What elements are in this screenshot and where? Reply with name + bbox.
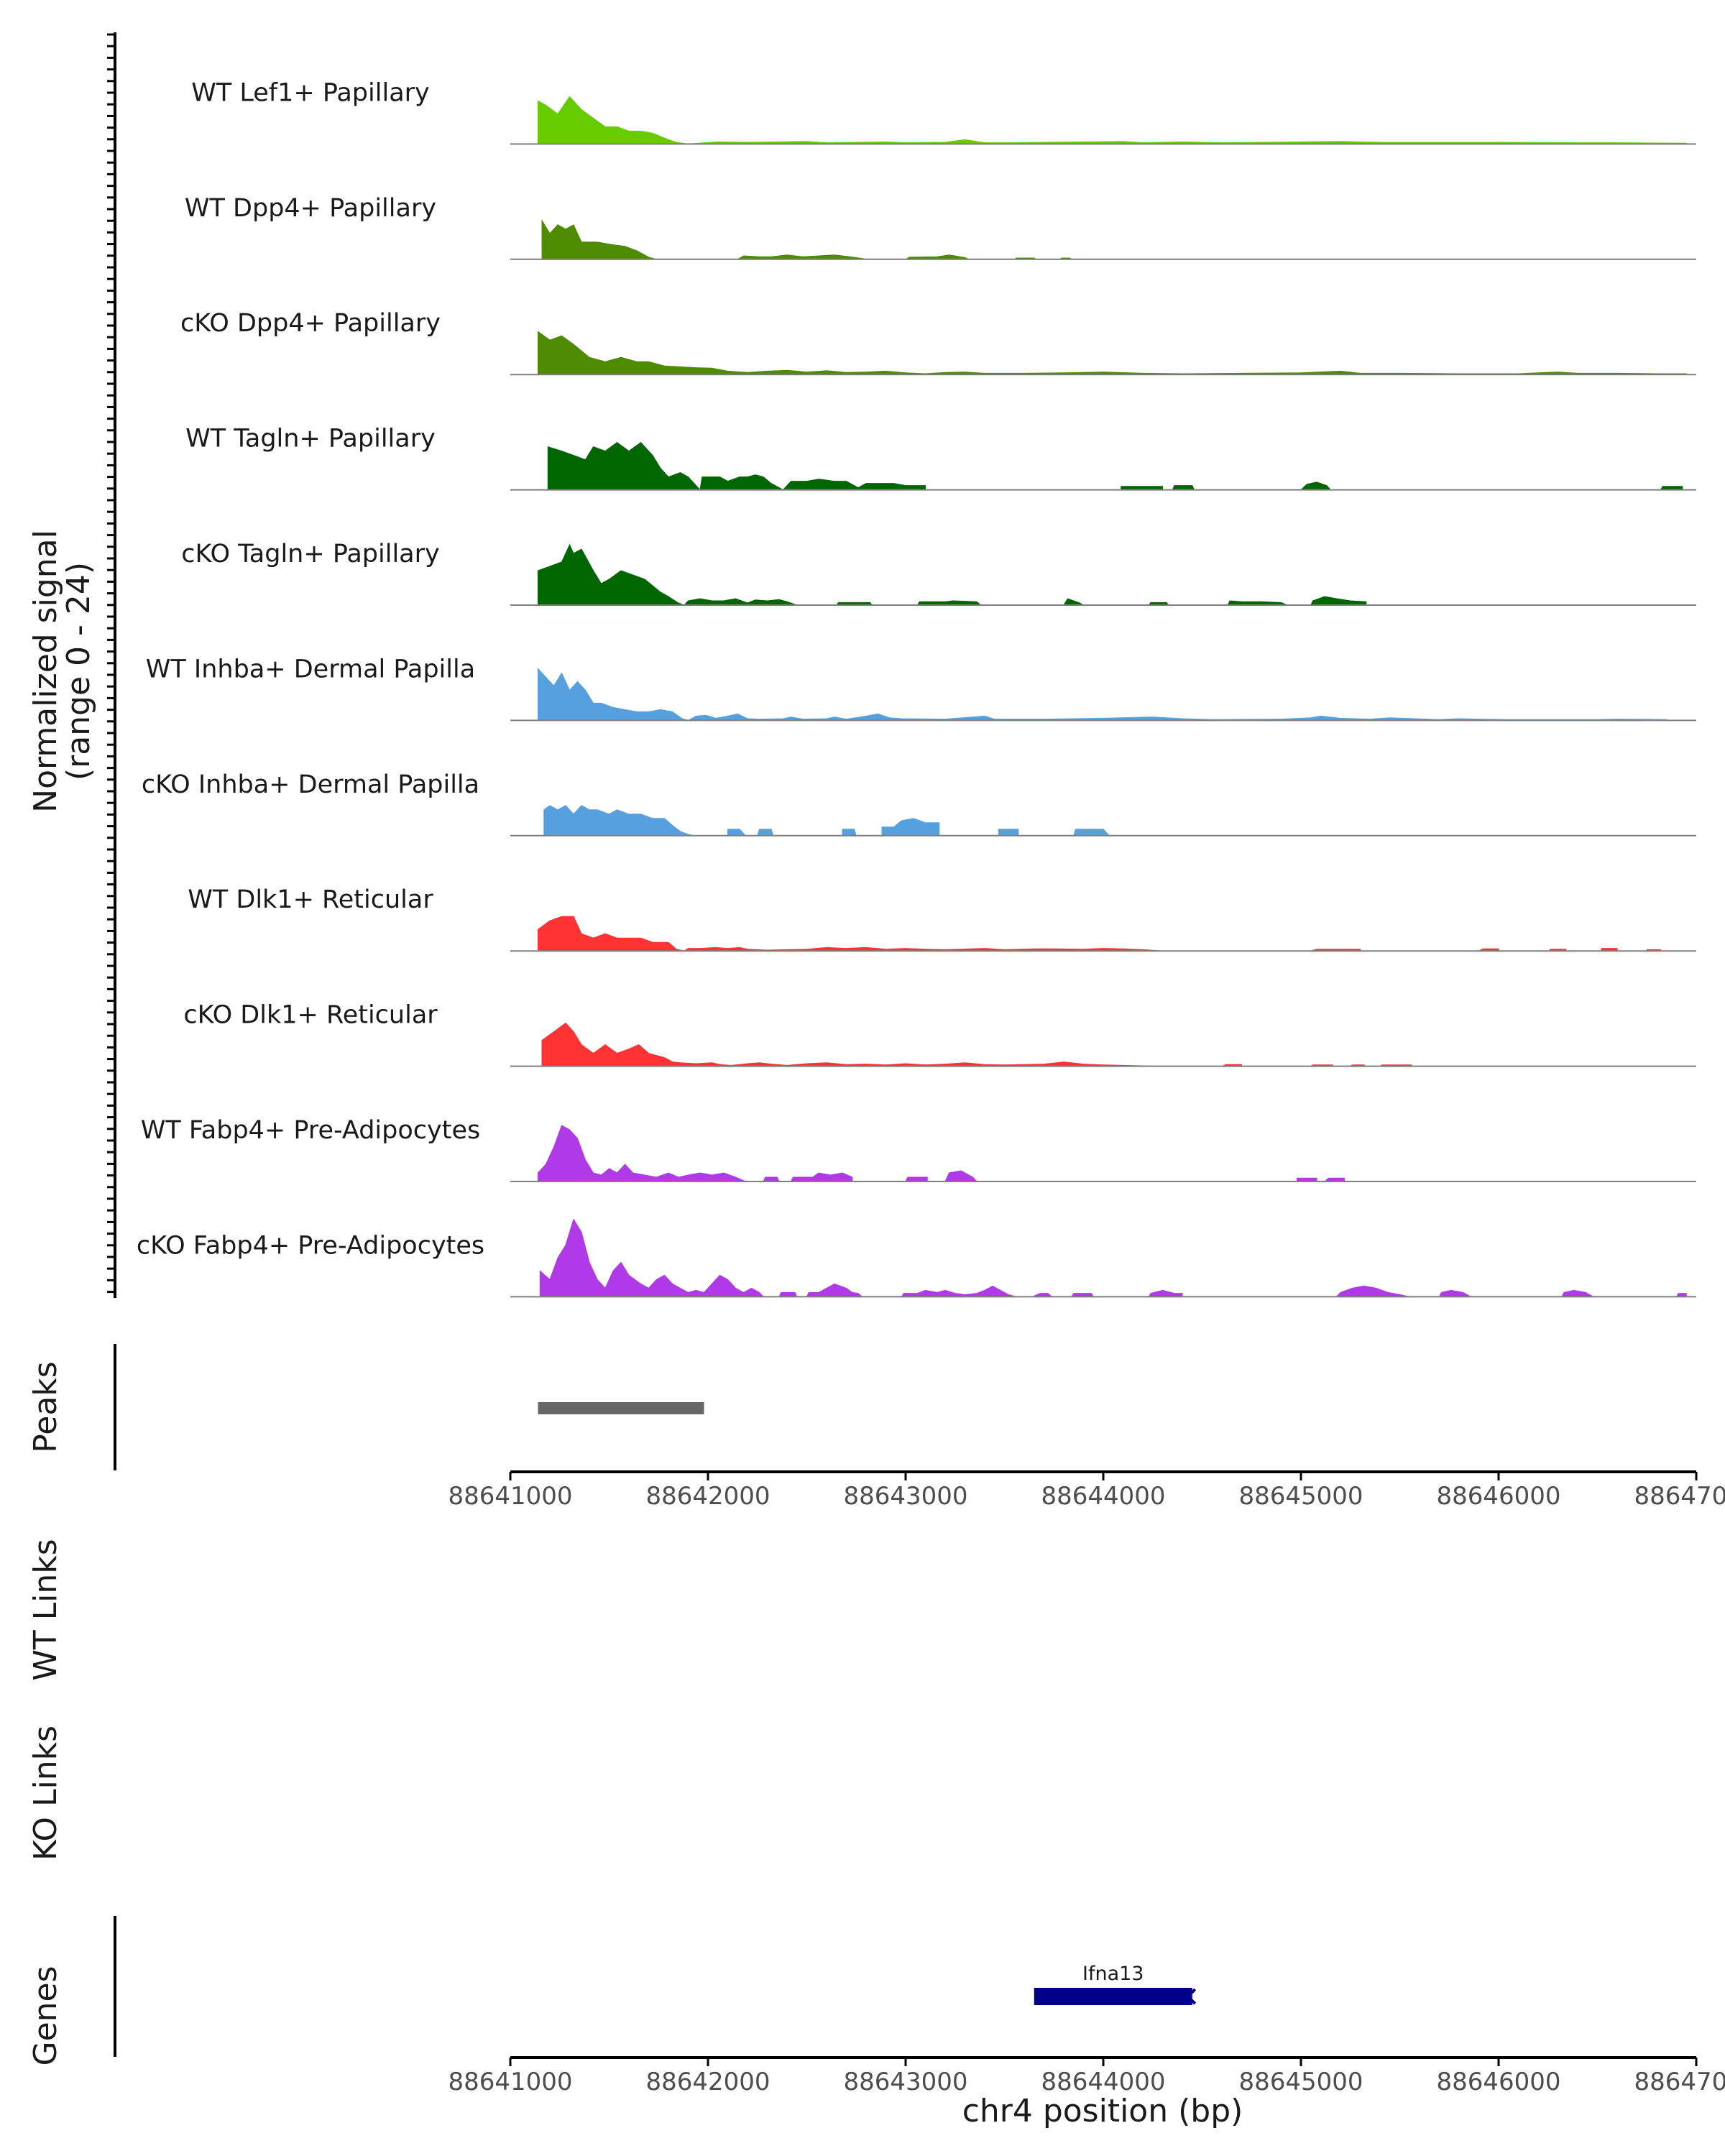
x-tick-label: 88643000 xyxy=(843,1482,967,1511)
genes-panel: Genes Ifna13 xyxy=(27,1916,1197,2066)
gene-body xyxy=(1034,1988,1192,2005)
peaks-label: Peaks xyxy=(27,1361,64,1452)
coverage-y-axis xyxy=(107,32,116,1298)
coverage-area xyxy=(539,1218,1687,1297)
track-label: WT Dpp4+ Papillary xyxy=(185,194,436,223)
track-wt-lef1-papillary: WT Lef1+ Papillary xyxy=(191,78,1696,145)
coverage-area xyxy=(547,441,1683,491)
track-wt-fabp4-pre-adipocytes: WT Fabp4+ Pre-Adipocytes xyxy=(141,1116,1696,1182)
x-tick-label: 88642000 xyxy=(645,2068,770,2096)
coverage-area xyxy=(538,668,1668,721)
x-axis-top: 88641000 88642000 88643000 88644000 88645000… xyxy=(448,1470,1725,1511)
track-label: WT Fabp4+ Pre-Adipocytes xyxy=(141,1116,480,1145)
coverage-area xyxy=(538,96,1687,144)
track-label: cKO Fabp4+ Pre-Adipocytes xyxy=(137,1231,484,1260)
track-label: WT Lef1+ Papillary xyxy=(191,78,430,107)
coverage-area xyxy=(541,1022,1412,1067)
track-label: cKO Tagln+ Papillary xyxy=(181,540,440,568)
track-wt-inhba-dermal-papilla: WT Inhba+ Dermal Papilla xyxy=(146,655,1696,722)
peak-region xyxy=(538,1402,704,1414)
track-cko-inhba-dermal-papilla: cKO Inhba+ Dermal Papilla xyxy=(142,770,1696,837)
coverage-tracks: WT Lef1+ Papillary WT Dpp4+ Papillary cKO … xyxy=(137,78,1696,1298)
x-tick-label: 88646000 xyxy=(1436,2068,1560,2096)
gene-name: Ifna13 xyxy=(1082,1963,1144,1985)
coverage-area xyxy=(538,1125,1345,1182)
x-tick-label: 88641000 xyxy=(448,2068,572,2096)
y-axis-title: Normalized signal (range 0 - 24) xyxy=(27,530,97,813)
x-tick-label: 88647000 xyxy=(1634,1482,1725,1511)
track-cko-dpp4-papillary: cKO Dpp4+ Papillary xyxy=(180,309,1696,376)
track-label: WT Dlk1+ Reticular xyxy=(188,885,433,914)
x-axis-title: chr4 position (bp) xyxy=(962,2093,1243,2129)
x-tick-label: 88644000 xyxy=(1041,1482,1165,1511)
coverage-area xyxy=(543,805,1110,837)
y-axis-range-label: (range 0 - 24) xyxy=(60,562,97,780)
coverage-area xyxy=(538,543,1367,606)
track-label: WT Inhba+ Dermal Papilla xyxy=(146,655,475,683)
track-label: cKO Inhba+ Dermal Papilla xyxy=(142,770,479,799)
track-label: cKO Dpp4+ Papillary xyxy=(180,309,441,338)
strand-arrow-icon xyxy=(1185,1988,1197,2005)
y-axis-label: Normalized signal xyxy=(27,530,64,813)
peaks-panel: Peaks xyxy=(27,1344,704,1470)
genes-label: Genes xyxy=(27,1966,64,2065)
x-tick-label: 88644000 xyxy=(1041,2068,1165,2096)
coverage-area xyxy=(541,219,1073,260)
track-wt-dlk1-reticular: WT Dlk1+ Reticular xyxy=(188,885,1696,952)
track-label: cKO Dlk1+ Reticular xyxy=(183,1001,438,1030)
x-tick-label: 88643000 xyxy=(843,2068,967,2096)
wt-links-panel: WT Links xyxy=(27,1539,64,1680)
x-tick-label: 88647000 xyxy=(1634,2068,1725,2096)
ko-links-panel: KO Links xyxy=(27,1726,64,1861)
x-tick-label: 88641000 xyxy=(448,1482,572,1511)
track-cko-tagln-papillary: cKO Tagln+ Papillary xyxy=(181,540,1696,606)
track-cko-dlk1-reticular: cKO Dlk1+ Reticular xyxy=(183,1001,1696,1067)
wt-links-label: WT Links xyxy=(27,1539,64,1680)
track-wt-tagln-papillary: WT Tagln+ Papillary xyxy=(185,425,1696,491)
coverage-area xyxy=(538,916,1661,952)
x-tick-label: 88646000 xyxy=(1436,1482,1560,1511)
ko-links-label: KO Links xyxy=(27,1726,64,1861)
track-label: WT Tagln+ Papillary xyxy=(185,425,436,453)
coverage-area xyxy=(538,331,1687,375)
x-axes: 88641000 88642000 88643000 88644000 88645000… xyxy=(448,1470,1725,2096)
x-tick-label: 88645000 xyxy=(1238,2068,1363,2096)
x-tick-label: 88645000 xyxy=(1238,1482,1363,1511)
x-tick-label: 88642000 xyxy=(645,1482,770,1511)
gene-ifna13: Ifna13 xyxy=(1034,1963,1197,2005)
x-axis-bottom: 88641000 88642000 88643000 88644000 88645000… xyxy=(448,2056,1725,2096)
track-cko-fabp4-pre-adipocytes: cKO Fabp4+ Pre-Adipocytes xyxy=(137,1218,1696,1298)
track-wt-dpp4-papillary: WT Dpp4+ Papillary xyxy=(185,194,1696,260)
